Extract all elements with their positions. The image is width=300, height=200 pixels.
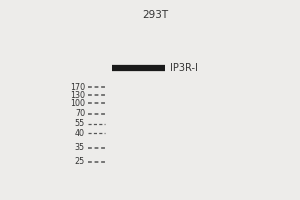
Text: 130: 130 [70,90,85,99]
Text: 293T: 293T [142,10,168,20]
Text: 25: 25 [75,158,85,166]
Text: 170: 170 [70,82,85,92]
Text: 35: 35 [75,144,85,152]
Text: 40: 40 [75,129,85,138]
Text: 100: 100 [70,98,85,108]
Text: 70: 70 [75,110,85,118]
Text: IP3R-I: IP3R-I [170,63,198,73]
Text: 55: 55 [75,119,85,129]
